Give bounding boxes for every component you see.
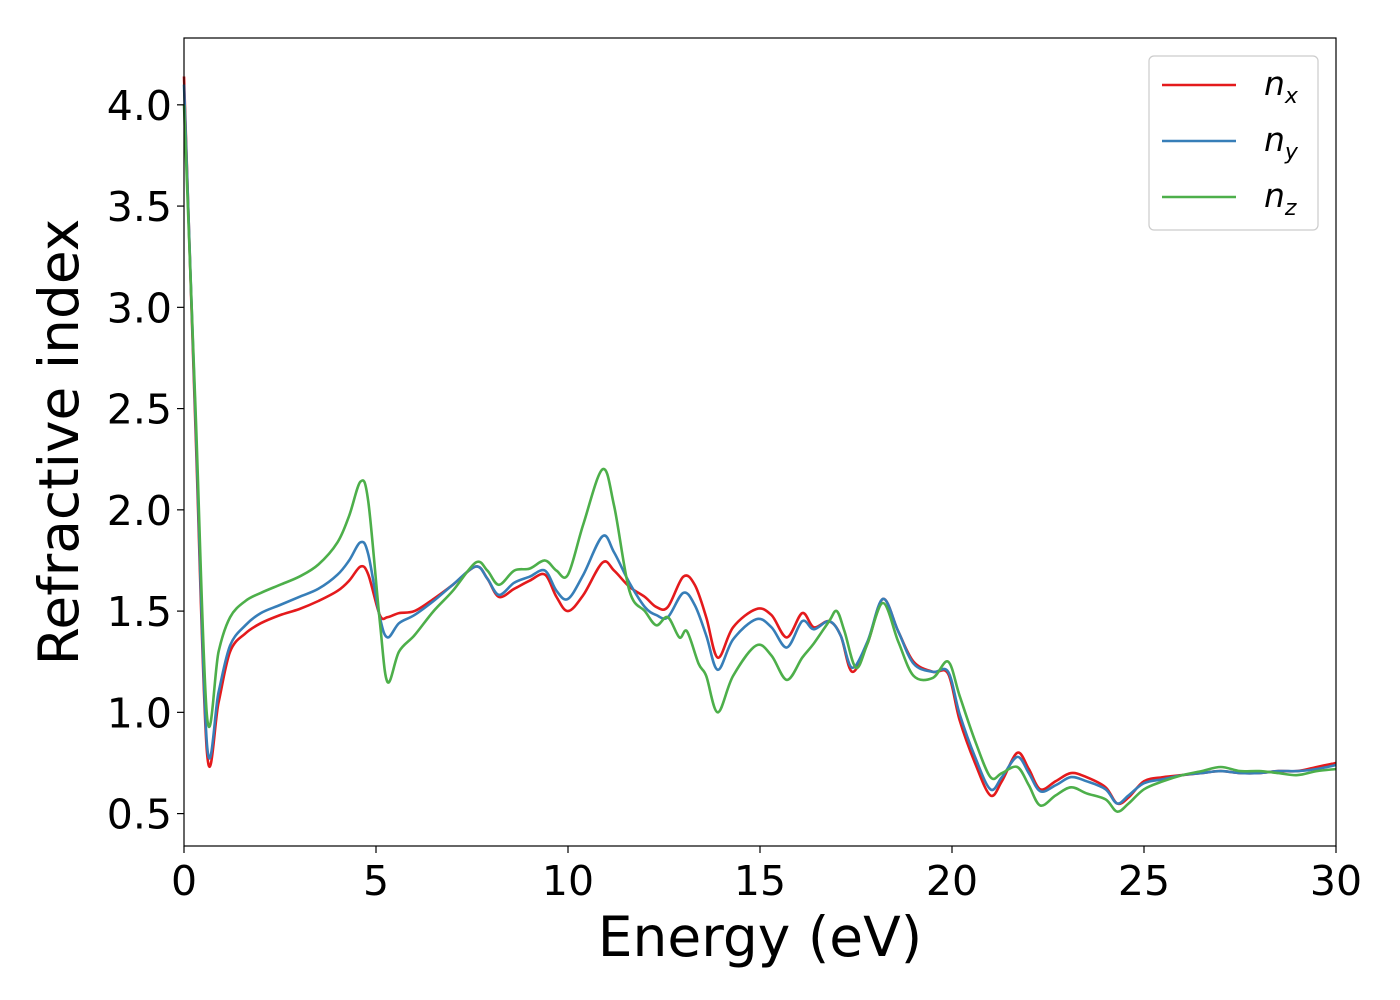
legend-label-nx: nx — [1264, 64, 1299, 109]
x-tick-label: 0 — [171, 857, 197, 905]
y-tick-label: 4.0 — [107, 82, 172, 130]
y-tick-label: 1.5 — [107, 588, 172, 636]
x-tick-label: 30 — [1310, 857, 1362, 905]
y-tick-label: 3.5 — [107, 183, 172, 231]
series-line-nz — [182, 104, 1337, 813]
x-tick-label: 20 — [926, 857, 978, 905]
y-tick-label: 2.0 — [107, 487, 172, 535]
legend: nx ny nz — [1148, 55, 1319, 231]
series-layer — [182, 76, 1337, 813]
series-line-ny — [182, 84, 1337, 805]
y-tick-label: 1.0 — [107, 689, 172, 737]
series-line-nx — [182, 76, 1337, 806]
x-tick-label: 5 — [363, 857, 389, 905]
legend-frame — [1148, 55, 1319, 231]
x-tick-label: 25 — [1118, 857, 1170, 905]
y-axis-ticks: 0.5 1.0 1.5 2.0 2.5 3.0 3.5 4.0 — [107, 82, 184, 839]
x-tick-label: 15 — [734, 857, 786, 905]
y-tick-label: 3.0 — [107, 284, 172, 332]
legend-label-nz: nz — [1264, 176, 1297, 221]
y-tick-label: 2.5 — [107, 386, 172, 434]
x-axis-ticks: 0 5 10 15 20 25 30 — [171, 846, 1362, 905]
x-tick-label: 10 — [542, 857, 594, 905]
y-tick-label: 0.5 — [107, 791, 172, 839]
legend-label-ny: ny — [1264, 120, 1299, 165]
x-axis-title: Energy (eV) — [598, 905, 922, 969]
y-axis-title: Refractive index — [27, 219, 91, 666]
